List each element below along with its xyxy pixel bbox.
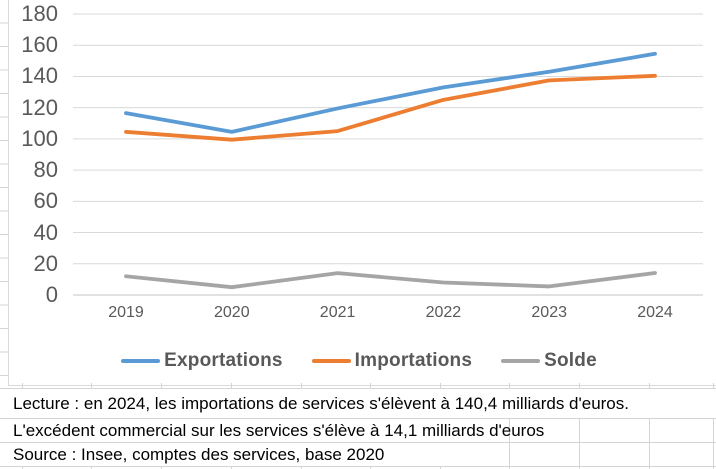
y-axis-tick-label: 40 [33,219,58,245]
x-axis-tick-label: 2023 [531,304,567,321]
x-axis-tick-label: 2021 [319,304,356,321]
legend-line-swatch [121,359,161,363]
legend-label: Importations [354,350,473,371]
cell-border [440,383,441,388]
y-axis-tick-label: 60 [33,188,58,214]
cell-border [440,466,441,469]
y-axis-tick-label: 0 [45,282,58,307]
series-line-solde [124,271,657,290]
y-axis-tick-label: 20 [33,250,58,276]
y-axis-tick-label: 180 [21,1,58,26]
legend-line-swatch [311,359,351,363]
cell-border [161,466,162,469]
legend: Exportations Importations Solde [1,346,716,376]
cell-border [370,466,371,469]
cell-border [713,383,714,388]
series-line-exportations [124,51,657,134]
cell-border [161,383,162,388]
series-line-importations [124,73,657,142]
cell-border [0,388,716,389]
note-cell-source[interactable]: Source : Insee, comptes des services, ba… [13,445,385,464]
cell-border [579,383,580,388]
note-cell-excedent[interactable]: L'excédent commercial sur les services s… [13,421,545,440]
cell-border [22,466,23,469]
cell-border [713,418,714,469]
note-cell-lecture[interactable]: Lecture : en 2024, les importations de s… [13,394,629,413]
cell-border [649,383,650,388]
plot-area [73,13,703,296]
y-axis-tick-label: 160 [21,32,58,58]
legend-line-swatch [501,359,541,363]
y-axis-tick-label: 140 [21,63,58,89]
cell-border [301,383,302,388]
cell-border [579,418,580,469]
cell-border [91,383,92,388]
legend-label: Exportations [164,350,283,371]
cell-border [509,383,510,388]
y-axis-tick-label: 120 [21,94,58,120]
legend-item-importations[interactable]: Importations [311,350,473,372]
cell-border [0,418,716,419]
y-axis-tick-label: 80 [33,157,58,183]
x-axis-tick-label: 2022 [425,304,462,321]
cell-border [22,383,23,388]
y-axis-tick-label: 100 [21,125,58,151]
cell-border [0,466,716,467]
cell-border [509,418,510,469]
x-axis-tick-label: 2024 [637,304,673,321]
cell-border [231,466,232,469]
x-axis-tick-label: 2020 [214,304,250,321]
cell-border [301,466,302,469]
legend-label: Solde [544,350,597,371]
legend-item-solde[interactable]: Solde [501,350,597,372]
worksheet-rows-strip [0,0,9,387]
x-axis-tick-label: 2019 [108,304,144,321]
cell-border [370,383,371,388]
chart-object[interactable]: 0 20 40 60 80 100 120 140 160 180 2019 2020 2021 202… [8,0,716,386]
legend-item-exportations[interactable]: Exportations [121,350,283,372]
cell-border [231,383,232,388]
cell-border [91,466,92,469]
cell-border [0,442,716,443]
cell-border [649,418,650,469]
